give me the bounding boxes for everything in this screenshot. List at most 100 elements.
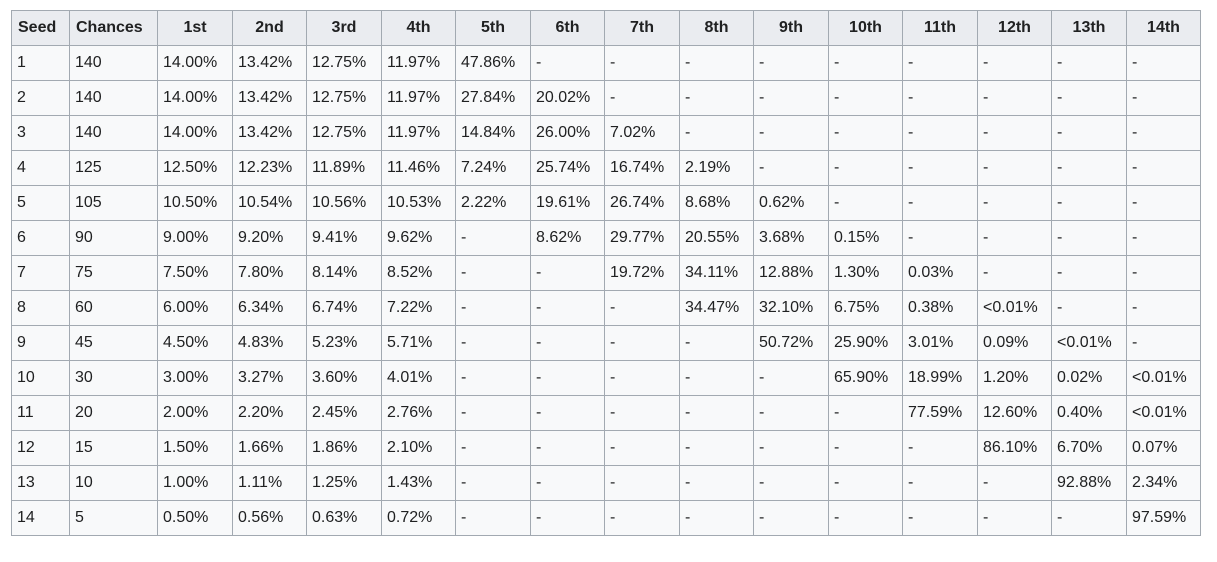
pick-odds-cell: - [455, 325, 531, 361]
pick-odds-cell: 6.34% [232, 290, 307, 326]
table-row: 1 140 14.00% 13.42% 12.75% 11.97% 47.86% - - - - - -… [11, 45, 1201, 81]
pick-odds-cell: 1.66% [232, 430, 307, 466]
pick-odds-cell: 0.40% [1051, 395, 1127, 431]
seed-cell: 2 [11, 80, 70, 116]
pick-odds-cell: - [455, 395, 531, 431]
pick-odds-cell: - [604, 325, 680, 361]
pick-odds-cell: 3.00% [157, 360, 233, 396]
table-row: 8 60 6.00% 6.34% 6.74% 7.22% - - -34.47% 32.10% 6.… [11, 290, 1201, 326]
pick-odds-cell: - [828, 115, 903, 151]
pick-odds-cell: - [530, 360, 605, 396]
table-header: Seed Chances 1st 2nd 3rd 4th 5th 6th 7th 8th 9th 10… [11, 10, 1201, 46]
pick-odds-cell: 97.59% [1126, 500, 1201, 536]
pick-odds-cell: 50.72% [753, 325, 829, 361]
pick-odds-cell: - [530, 500, 605, 536]
pick-odds-cell: - [753, 150, 829, 186]
pick-odds-cell: - [455, 465, 531, 501]
pick-odds-cell: - [977, 150, 1052, 186]
seed-cell: 6 [11, 220, 70, 256]
pick-odds-cell: - [902, 430, 978, 466]
pick-odds-cell: 10.50% [157, 185, 233, 221]
pick-odds-cell: - [753, 430, 829, 466]
pick-odds-cell: - [604, 500, 680, 536]
pick-odds-cell: 13.42% [232, 80, 307, 116]
table-row: 12 15 1.50% 1.66% 1.86% 2.10% - - - - - - -86.10% 6.7… [11, 430, 1201, 466]
seed-cell: 9 [11, 325, 70, 361]
pick-odds-cell: 11.89% [306, 150, 382, 186]
pick-odds-cell: 14.84% [455, 115, 531, 151]
column-header: Chances [69, 10, 158, 46]
seed-cell: 8 [11, 290, 70, 326]
pick-odds-cell: 86.10% [977, 430, 1052, 466]
pick-odds-cell: - [828, 465, 903, 501]
seed-cell: 13 [11, 465, 70, 501]
pick-odds-cell: 26.00% [530, 115, 605, 151]
pick-odds-cell: - [455, 430, 531, 466]
table-row: 2 140 14.00% 13.42% 12.75% 11.97% 27.84% 20.02%… [11, 80, 1201, 116]
seed-cell: 10 [11, 360, 70, 396]
pick-odds-cell: - [679, 325, 754, 361]
pick-odds-cell: 10.56% [306, 185, 382, 221]
table-row: 3 140 14.00% 13.42% 12.75% 11.97% 14.84% 26.00%… [11, 115, 1201, 151]
table-row: 10 30 3.00% 3.27% 3.60% 4.01% - - - - -65.90% 18.99… [11, 360, 1201, 396]
pick-odds-cell: - [455, 290, 531, 326]
pick-odds-cell: 8.62% [530, 220, 605, 256]
pick-odds-cell: 16.74% [604, 150, 680, 186]
pick-odds-cell: - [828, 395, 903, 431]
pick-odds-cell: 0.03% [902, 255, 978, 291]
pick-odds-cell: 0.07% [1126, 430, 1201, 466]
pick-odds-cell: - [902, 465, 978, 501]
pick-odds-cell: 65.90% [828, 360, 903, 396]
seed-cell: 11 [11, 395, 70, 431]
pick-odds-cell: 6.75% [828, 290, 903, 326]
pick-odds-cell: - [977, 45, 1052, 81]
pick-odds-cell: - [530, 465, 605, 501]
pick-odds-cell: 4.50% [157, 325, 233, 361]
chances-cell: 60 [69, 290, 158, 326]
pick-odds-cell: 7.24% [455, 150, 531, 186]
chances-cell: 140 [69, 115, 158, 151]
pick-odds-cell: - [679, 395, 754, 431]
pick-odds-cell: - [679, 80, 754, 116]
seed-cell: 7 [11, 255, 70, 291]
pick-odds-cell: 1.86% [306, 430, 382, 466]
pick-odds-cell: 1.50% [157, 430, 233, 466]
pick-odds-cell: 0.02% [1051, 360, 1127, 396]
pick-odds-cell: 2.45% [306, 395, 382, 431]
lottery-odds-table-container: Seed Chances 1st 2nd 3rd 4th 5th 6th 7th 8th 9th 10… [11, 10, 1201, 536]
chances-cell: 140 [69, 45, 158, 81]
pick-odds-cell: 0.50% [157, 500, 233, 536]
column-header: 1st [157, 10, 233, 46]
pick-odds-cell: 11.97% [381, 115, 456, 151]
pick-odds-cell: 9.62% [381, 220, 456, 256]
pick-odds-cell: - [1126, 115, 1201, 151]
pick-odds-cell: - [1126, 80, 1201, 116]
pick-odds-cell: 2.22% [455, 185, 531, 221]
column-header: 3rd [306, 10, 382, 46]
pick-odds-cell: - [679, 115, 754, 151]
pick-odds-cell: 12.60% [977, 395, 1052, 431]
pick-odds-cell: 11.97% [381, 45, 456, 81]
pick-odds-cell: 92.88% [1051, 465, 1127, 501]
pick-odds-cell: 0.62% [753, 185, 829, 221]
pick-odds-cell: - [1126, 290, 1201, 326]
pick-odds-cell: 12.75% [306, 45, 382, 81]
pick-odds-cell: - [1051, 255, 1127, 291]
pick-odds-cell: 2.19% [679, 150, 754, 186]
seed-cell: 4 [11, 150, 70, 186]
pick-odds-cell: 3.01% [902, 325, 978, 361]
pick-odds-cell: - [753, 115, 829, 151]
chances-cell: 5 [69, 500, 158, 536]
pick-odds-cell: - [902, 500, 978, 536]
column-header: 7th [604, 10, 680, 46]
pick-odds-cell: - [679, 45, 754, 81]
pick-odds-cell: 1.20% [977, 360, 1052, 396]
pick-odds-cell: 3.27% [232, 360, 307, 396]
pick-odds-cell: - [828, 500, 903, 536]
pick-odds-cell: - [1126, 255, 1201, 291]
column-header: 10th [828, 10, 903, 46]
pick-odds-cell: - [828, 150, 903, 186]
pick-odds-cell: - [1051, 290, 1127, 326]
pick-odds-cell: - [753, 465, 829, 501]
column-header: 11th [902, 10, 978, 46]
